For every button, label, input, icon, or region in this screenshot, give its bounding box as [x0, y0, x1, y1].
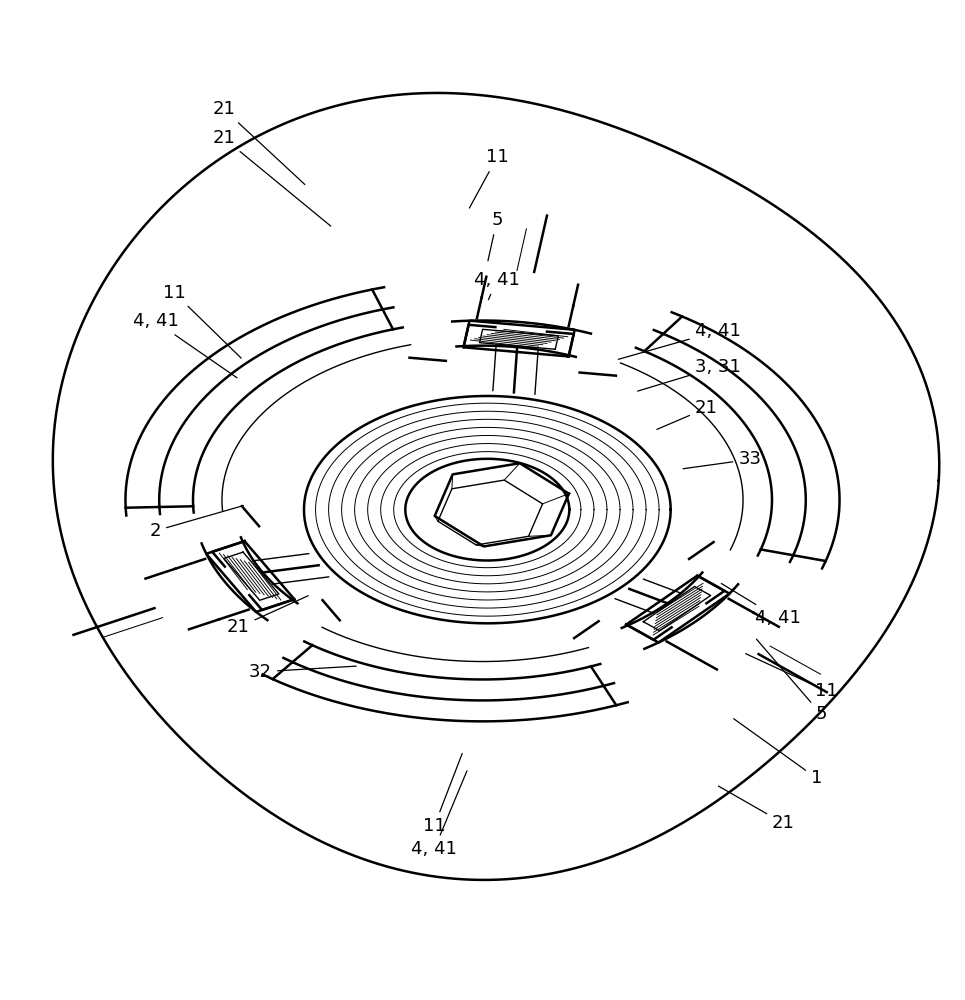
- Text: 11: 11: [469, 148, 509, 208]
- Text: 21: 21: [227, 596, 308, 636]
- Text: 11: 11: [746, 654, 839, 700]
- Text: 4, 41: 4, 41: [474, 271, 520, 300]
- Text: 2: 2: [150, 506, 243, 540]
- Text: 11: 11: [423, 753, 462, 835]
- Text: 4, 41: 4, 41: [132, 312, 237, 378]
- Text: 3, 31: 3, 31: [638, 358, 741, 391]
- Text: 21: 21: [212, 129, 331, 226]
- Text: 32: 32: [249, 663, 356, 681]
- Text: 1: 1: [733, 719, 822, 787]
- Text: 4, 41: 4, 41: [411, 771, 467, 858]
- Text: 21: 21: [718, 786, 795, 832]
- Text: 21: 21: [212, 100, 305, 184]
- Text: 5: 5: [757, 639, 827, 723]
- Text: 4, 41: 4, 41: [619, 322, 741, 359]
- Text: 11: 11: [162, 284, 241, 358]
- Text: 33: 33: [683, 450, 761, 469]
- Text: 21: 21: [657, 399, 718, 429]
- Text: 4, 41: 4, 41: [721, 583, 801, 627]
- Text: 5: 5: [488, 211, 503, 261]
